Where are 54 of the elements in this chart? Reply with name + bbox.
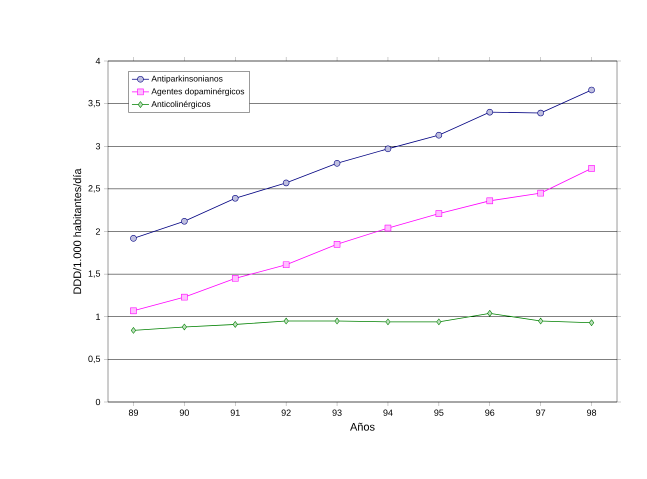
legend-label: Antiparkinsonianos	[151, 75, 223, 84]
point	[334, 318, 340, 324]
point	[282, 261, 290, 268]
y-axis-title: DDD/1.000 habitantes/día	[73, 168, 82, 294]
point	[486, 198, 494, 204]
point	[232, 275, 239, 282]
x-tick-label: 96	[485, 410, 494, 416]
y-tick-label: 2,5	[88, 185, 100, 193]
point	[385, 318, 390, 326]
y-tick-label: 0,5	[88, 356, 100, 364]
x-tick-label: 97	[536, 410, 546, 416]
point	[130, 327, 136, 334]
point	[232, 321, 238, 328]
x-tick-label: 95	[434, 410, 444, 416]
point	[282, 180, 290, 186]
x-axis-title: Años	[350, 422, 375, 431]
point	[130, 307, 137, 314]
point	[436, 132, 442, 138]
x-tick-label: 91	[230, 410, 240, 416]
y-tick-label: 3	[96, 143, 100, 150]
x-tick-label: 93	[332, 410, 342, 416]
x-tick-label: 92	[282, 410, 291, 416]
y-tick-label: 3,5	[88, 100, 100, 108]
y-tick-label: 2	[96, 228, 100, 235]
point	[181, 294, 188, 300]
point	[384, 224, 392, 232]
point	[130, 235, 137, 242]
point	[384, 146, 392, 152]
point	[436, 318, 442, 326]
x-tick-label: 89	[128, 410, 138, 416]
point	[486, 108, 494, 116]
point	[588, 165, 595, 172]
point	[334, 241, 340, 248]
point	[588, 86, 595, 94]
point	[589, 319, 594, 326]
point	[334, 160, 340, 167]
y-tick-label: 4	[96, 58, 100, 64]
x-tick-label: 98	[586, 410, 596, 416]
y-tick-label: 0	[96, 398, 100, 406]
x-tick-label: 94	[383, 410, 393, 416]
point	[284, 318, 289, 324]
point	[538, 318, 544, 324]
legend-label: Agentes dopaminérgicos	[151, 88, 244, 96]
legend-label: Anticolinérgicos	[151, 100, 210, 109]
x-tick-label: 90	[180, 410, 189, 416]
point	[232, 194, 239, 202]
point	[436, 210, 442, 217]
point	[182, 324, 187, 330]
y-tick-label: 1,5	[88, 270, 100, 278]
point	[537, 110, 544, 116]
point	[181, 218, 188, 225]
point	[487, 310, 492, 317]
point	[537, 190, 544, 196]
y-tick-label: 1	[96, 314, 100, 320]
